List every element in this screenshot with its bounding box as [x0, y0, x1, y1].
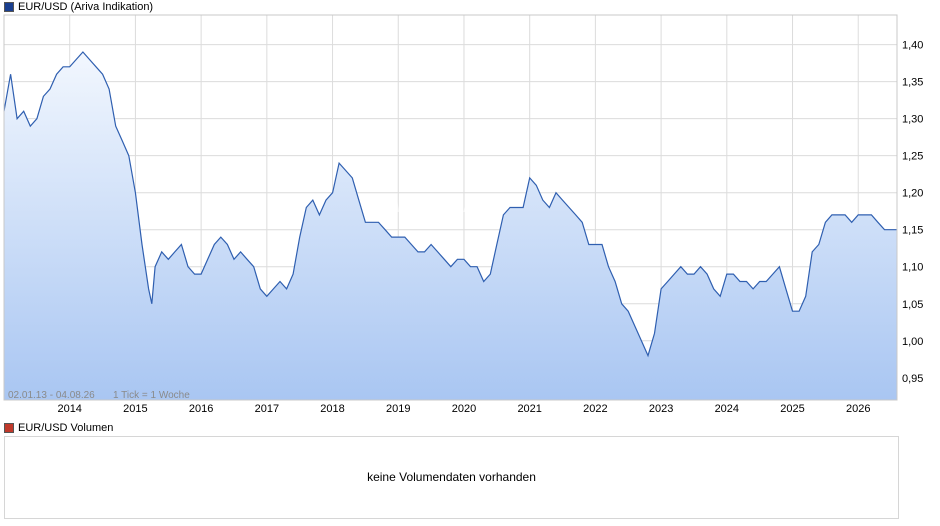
y-axis-labels: 1,40 1,35 1,30 1,25 1,20 1,15 1,10 1,05 1,00 0,95 [902, 40, 923, 385]
price-legend-label: EUR/USD (Ariva Indikation) [18, 0, 154, 13]
plot-frame [3, 14, 898, 401]
x-tick-label: 2017 [255, 403, 279, 415]
y-tick-label: 1,25 [902, 151, 923, 163]
y-tick-label: 1,05 [902, 299, 923, 311]
volume-legend-label: EUR/USD Volumen [18, 421, 114, 434]
tick-interval-label: 1 Tick = 1 Woche [113, 390, 190, 401]
x-tick-label: 2023 [649, 403, 673, 415]
x-tick-label: 2020 [452, 403, 476, 415]
price-line [3, 51, 897, 358]
volume-legend-swatch [4, 423, 14, 433]
price-chart: ARIVA.DE 1,40 1,35 1,30 1,25 1,20 1,15 1,10 1,0… [3, 14, 923, 415]
price-legend: EUR/USD (Ariva Indikation) [4, 0, 153, 14]
price-legend-swatch [4, 2, 14, 12]
watermark-text: ARIVA.DE [383, 191, 498, 218]
y-tick-label: 1,00 [902, 336, 923, 348]
x-tick-label: 2021 [517, 403, 541, 415]
x-tick-label: 2019 [386, 403, 410, 415]
x-tick-label: 2022 [583, 403, 607, 415]
x-tick-label: 2026 [846, 403, 870, 415]
date-range-label: 02.01.13 - 04.08.26 [8, 390, 95, 401]
no-volume-message: keine Volumendaten vorhanden [367, 470, 536, 484]
y-tick-label: 1,10 [902, 262, 923, 274]
x-tick-label: 2024 [715, 403, 739, 415]
y-tick-label: 0,95 [902, 373, 923, 385]
y-tick-label: 1,40 [902, 40, 923, 52]
x-axis-labels: 2014 2015 2016 2017 2018 2019 2020 2021 2022 2023… [57, 403, 870, 415]
x-tick-label: 2015 [123, 403, 147, 415]
x-tick-label: 2018 [320, 403, 344, 415]
y-tick-label: 1,15 [902, 225, 923, 237]
price-area [4, 52, 897, 400]
y-tick-label: 1,20 [902, 188, 923, 200]
y-tick-label: 1,30 [902, 114, 923, 126]
volume-legend: EUR/USD Volumen [4, 421, 113, 435]
y-tick-label: 1,35 [902, 77, 923, 89]
x-tick-label: 2016 [189, 403, 213, 415]
x-tick-label: 2014 [57, 403, 81, 415]
volume-panel: keine Volumendaten vorhanden [4, 436, 899, 519]
x-tick-label: 2025 [780, 403, 804, 415]
